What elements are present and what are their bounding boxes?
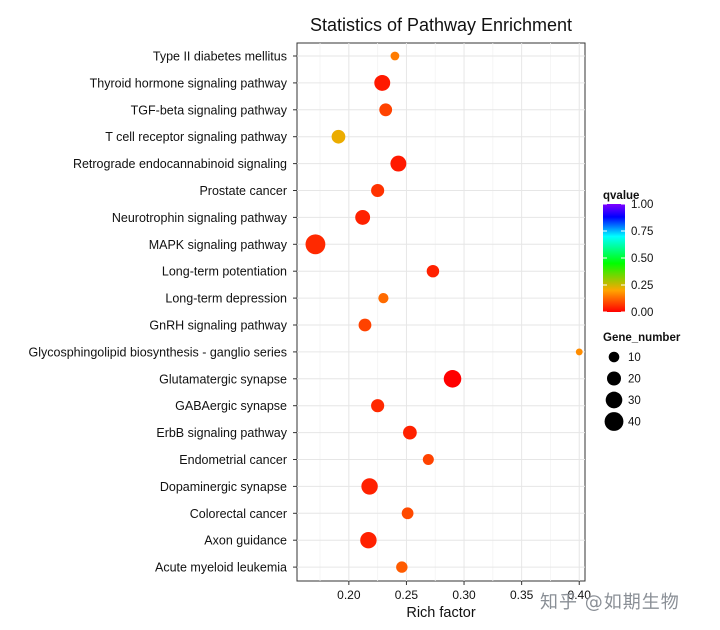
data-point — [374, 74, 391, 91]
data-point — [378, 293, 389, 304]
y-tick-label: GnRH signaling pathway — [149, 319, 287, 333]
gene-number-legend-label: 20 — [628, 374, 641, 386]
x-tick-label: 0.40 — [568, 588, 592, 602]
data-point — [575, 348, 583, 356]
y-tick-label: ErbB signaling pathway — [156, 426, 287, 440]
gene-number-legend-dot — [608, 351, 620, 363]
data-point — [358, 318, 372, 332]
data-point — [390, 155, 407, 172]
qvalue-tick-label: 0.25 — [631, 280, 653, 292]
data-point — [371, 399, 385, 413]
data-points — [305, 51, 583, 573]
x-tick-label: 0.35 — [510, 588, 534, 602]
y-tick-label: Axon guidance — [204, 534, 287, 548]
y-tick-label: Endometrial cancer — [179, 453, 287, 467]
data-point — [360, 531, 377, 549]
data-point — [355, 209, 371, 225]
qvalue-tick-label: 0.75 — [631, 226, 653, 238]
data-point — [396, 561, 408, 573]
y-tick-label: T cell receptor signaling pathway — [105, 130, 288, 144]
y-axis-ticks — [293, 55, 297, 568]
data-point — [379, 103, 393, 117]
x-tick-label: 0.30 — [452, 588, 476, 602]
data-point — [443, 370, 462, 388]
gene-number-legend-label: 40 — [628, 417, 641, 429]
plot-panel — [296, 42, 586, 582]
x-axis-ticks: 0.20 0.25 0.30 0.35 0.40 — [337, 581, 591, 602]
y-tick-label: Thyroid hormone signaling pathway — [90, 76, 288, 90]
qvalue-legend-ticks: 1.00 0.75 0.50 0.25 0.00 — [603, 199, 653, 319]
x-tick-label: 0.25 — [395, 588, 419, 602]
x-tick-label: 0.20 — [337, 588, 361, 602]
data-point — [361, 478, 378, 495]
y-tick-label: GABAergic synapse — [175, 399, 287, 413]
y-tick-label: Prostate cancer — [199, 184, 287, 198]
data-point — [371, 183, 385, 198]
data-point — [426, 264, 440, 278]
qvalue-legend-title: qvalue — [603, 190, 639, 202]
gene-number-legend-dot — [604, 412, 624, 431]
y-tick-label: Long-term depression — [165, 292, 287, 306]
grid-lines — [297, 43, 585, 581]
chart-title: Statistics of Pathway Enrichment — [310, 15, 572, 35]
y-tick-label: Long-term potentiation — [162, 265, 287, 279]
y-tick-label: TGF-beta signaling pathway — [131, 103, 288, 117]
y-tick-label: Colorectal cancer — [190, 507, 287, 521]
y-tick-label: Glycosphingolipid biosynthesis - ganglio… — [29, 345, 287, 359]
y-tick-label: Type II diabetes mellitus — [153, 50, 287, 64]
data-point — [331, 129, 346, 144]
x-axis-title: Rich factor — [406, 605, 475, 621]
y-tick-label: MAPK signaling pathway — [149, 238, 288, 252]
gene-number-legend: Gene_number 10 20 30 40 — [603, 332, 681, 431]
y-tick-label: Dopaminergic synapse — [160, 480, 287, 494]
data-point — [401, 507, 414, 520]
y-axis-labels: Type II diabetes mellitus Thyroid hormone… — [29, 50, 288, 575]
qvalue-tick-label: 0.00 — [631, 307, 653, 319]
gene-number-legend-title: Gene_number — [603, 332, 681, 344]
gene-number-legend-dot — [605, 391, 623, 409]
watermark-text: 知乎 @如期生物 — [540, 592, 680, 613]
qvalue-colorbar — [603, 204, 625, 312]
qvalue-tick-label: 1.00 — [631, 199, 653, 211]
data-point — [390, 51, 400, 61]
gene-number-legend-label: 10 — [628, 352, 641, 364]
qvalue-legend: qvalue 1.00 0.75 0.50 0.25 0.00 — [603, 190, 653, 319]
data-point — [422, 453, 434, 466]
data-point — [305, 234, 326, 255]
data-point — [403, 425, 417, 440]
gene-number-legend-items: 10 20 30 40 — [604, 351, 641, 431]
y-tick-label: Acute myeloid leukemia — [155, 561, 287, 575]
gene-number-legend-dot — [606, 371, 622, 386]
qvalue-tick-label: 0.50 — [631, 253, 653, 265]
y-tick-label: Neurotrophin signaling pathway — [112, 211, 288, 225]
gene-number-legend-label: 30 — [628, 395, 641, 407]
y-tick-label: Retrograde endocannabinoid signaling — [73, 157, 287, 171]
y-tick-label: Glutamatergic synapse — [159, 372, 287, 386]
